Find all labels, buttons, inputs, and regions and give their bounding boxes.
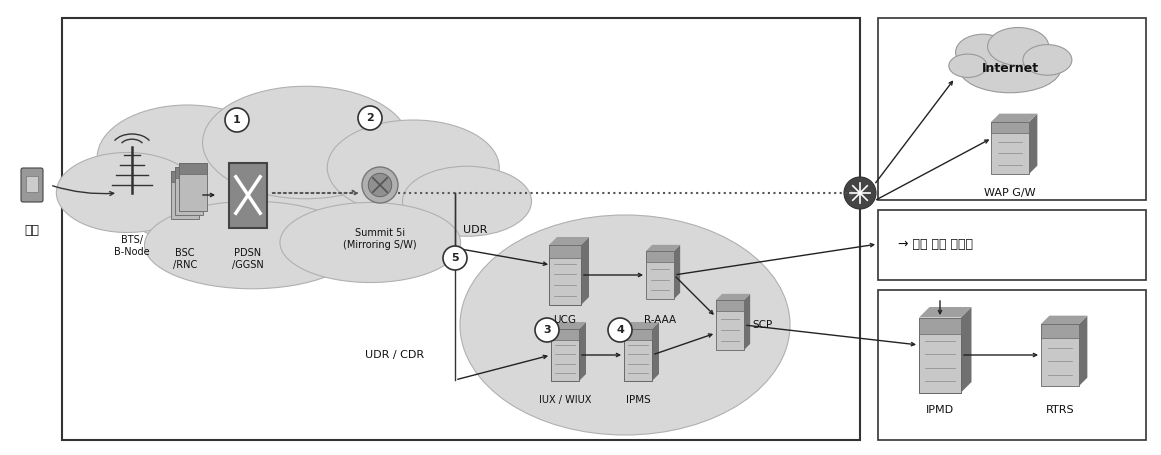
FancyBboxPatch shape bbox=[551, 329, 579, 381]
FancyBboxPatch shape bbox=[920, 318, 961, 393]
Ellipse shape bbox=[403, 166, 532, 236]
FancyBboxPatch shape bbox=[1041, 324, 1079, 386]
Ellipse shape bbox=[113, 130, 477, 260]
Text: 4: 4 bbox=[616, 325, 623, 335]
Polygon shape bbox=[646, 245, 680, 251]
Ellipse shape bbox=[327, 120, 499, 215]
Polygon shape bbox=[549, 237, 589, 245]
Text: IUX / WIUX: IUX / WIUX bbox=[539, 395, 591, 405]
Text: UDR: UDR bbox=[463, 225, 488, 235]
Text: 1: 1 bbox=[233, 115, 240, 125]
Text: RTRS: RTRS bbox=[1046, 405, 1074, 415]
Text: 3: 3 bbox=[543, 325, 550, 335]
Ellipse shape bbox=[949, 54, 987, 77]
Text: WAP G/W: WAP G/W bbox=[985, 188, 1036, 198]
FancyBboxPatch shape bbox=[549, 245, 580, 258]
Text: R-AAA: R-AAA bbox=[644, 315, 676, 325]
Polygon shape bbox=[652, 322, 659, 381]
Text: BSC
/RNC: BSC /RNC bbox=[173, 248, 197, 270]
Text: 5: 5 bbox=[452, 253, 459, 263]
Circle shape bbox=[844, 177, 877, 209]
Text: Summit 5i
(Mirroring S/W): Summit 5i (Mirroring S/W) bbox=[344, 228, 417, 250]
FancyBboxPatch shape bbox=[991, 122, 1029, 174]
FancyBboxPatch shape bbox=[549, 245, 580, 305]
Ellipse shape bbox=[98, 105, 277, 210]
Ellipse shape bbox=[460, 215, 789, 435]
Ellipse shape bbox=[956, 34, 1010, 70]
FancyBboxPatch shape bbox=[878, 18, 1146, 200]
Ellipse shape bbox=[57, 152, 199, 233]
FancyBboxPatch shape bbox=[551, 329, 579, 340]
FancyBboxPatch shape bbox=[623, 329, 652, 381]
Text: 2: 2 bbox=[366, 113, 374, 123]
Polygon shape bbox=[1029, 114, 1038, 174]
Circle shape bbox=[535, 318, 558, 342]
FancyBboxPatch shape bbox=[1041, 324, 1079, 338]
Polygon shape bbox=[716, 294, 750, 300]
Polygon shape bbox=[623, 322, 659, 329]
Text: PDSN
/GGSN: PDSN /GGSN bbox=[232, 248, 264, 270]
FancyBboxPatch shape bbox=[21, 168, 43, 202]
Circle shape bbox=[608, 318, 632, 342]
Ellipse shape bbox=[144, 201, 360, 289]
Circle shape bbox=[358, 106, 382, 130]
FancyBboxPatch shape bbox=[716, 300, 744, 350]
Polygon shape bbox=[579, 322, 586, 381]
Circle shape bbox=[368, 173, 391, 197]
Polygon shape bbox=[991, 114, 1038, 122]
Text: Internet: Internet bbox=[981, 61, 1039, 75]
Polygon shape bbox=[551, 322, 586, 329]
Polygon shape bbox=[961, 307, 972, 393]
Text: IPMD: IPMD bbox=[926, 405, 954, 415]
FancyBboxPatch shape bbox=[623, 329, 652, 340]
Ellipse shape bbox=[959, 43, 1061, 93]
Circle shape bbox=[444, 246, 467, 270]
Text: → 해외 로밍 사업자: → 해외 로밍 사업자 bbox=[897, 238, 973, 251]
Text: 단말: 단말 bbox=[24, 223, 39, 237]
Ellipse shape bbox=[202, 86, 409, 199]
FancyBboxPatch shape bbox=[991, 122, 1029, 133]
FancyBboxPatch shape bbox=[878, 210, 1146, 280]
Polygon shape bbox=[675, 245, 680, 299]
FancyBboxPatch shape bbox=[175, 167, 203, 215]
FancyBboxPatch shape bbox=[62, 18, 860, 440]
Circle shape bbox=[225, 108, 248, 132]
Polygon shape bbox=[580, 237, 589, 305]
Text: SCP: SCP bbox=[752, 320, 772, 330]
Ellipse shape bbox=[1023, 45, 1072, 75]
Text: IPMS: IPMS bbox=[626, 395, 650, 405]
Polygon shape bbox=[1041, 316, 1088, 324]
Text: UCG: UCG bbox=[554, 315, 577, 325]
Ellipse shape bbox=[988, 27, 1048, 66]
Polygon shape bbox=[744, 294, 750, 350]
FancyBboxPatch shape bbox=[171, 171, 199, 219]
Ellipse shape bbox=[280, 202, 461, 283]
Text: BTS/
B-Node: BTS/ B-Node bbox=[114, 235, 150, 257]
FancyBboxPatch shape bbox=[229, 162, 267, 228]
FancyBboxPatch shape bbox=[179, 163, 207, 211]
FancyBboxPatch shape bbox=[179, 163, 207, 173]
FancyBboxPatch shape bbox=[878, 290, 1146, 440]
Text: UDR / CDR: UDR / CDR bbox=[366, 350, 425, 360]
FancyBboxPatch shape bbox=[646, 251, 675, 262]
Circle shape bbox=[362, 167, 398, 203]
Polygon shape bbox=[1079, 316, 1088, 386]
FancyBboxPatch shape bbox=[646, 251, 675, 299]
FancyBboxPatch shape bbox=[26, 176, 38, 192]
FancyBboxPatch shape bbox=[171, 171, 199, 182]
FancyBboxPatch shape bbox=[175, 167, 203, 177]
FancyBboxPatch shape bbox=[920, 318, 961, 334]
Polygon shape bbox=[920, 307, 972, 318]
FancyBboxPatch shape bbox=[716, 300, 744, 311]
